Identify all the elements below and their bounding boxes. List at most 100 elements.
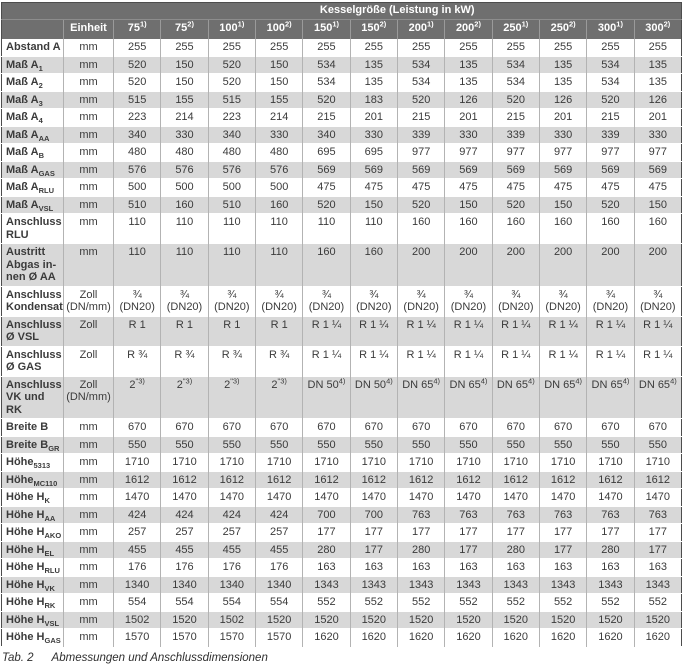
value-cell: 280 [491, 541, 540, 559]
value-cell: 554 [254, 593, 303, 611]
row-label: Abstand A [6, 41, 61, 53]
unit-cell: mm [63, 108, 114, 126]
table-row: Anschluss Kondensat Zoll (DN/mm) ¾ (DN20) ¾ (DN… [1, 286, 682, 316]
value-cell: 126 [633, 91, 682, 109]
row-label: Anschluss RLU [6, 216, 62, 241]
value-cell: 670 [396, 418, 445, 436]
value-cell: 1502 [112, 611, 161, 629]
value-cell: 554 [112, 593, 161, 611]
table-row: Austritt Abgas in-nen Ø AA mm 110 110 110 110 1… [1, 243, 682, 286]
value-cell: 255 [444, 39, 493, 56]
value-cell: ¾ (DN20) [349, 286, 398, 316]
value-cell: 200 [444, 243, 493, 286]
value-cell: 1620 [444, 628, 493, 646]
value-cell: 670 [538, 418, 587, 436]
value-cell: R 1 ¼ [302, 346, 351, 376]
table-row: Maß AGAS mm 576 576 576 576 569 569 569 569 569 569… [1, 161, 682, 179]
value-cell: 1343 [538, 576, 587, 594]
unit-cell: mm [63, 56, 114, 74]
row-label: Maß A2 [6, 76, 43, 91]
value-cell: 424 [207, 506, 256, 524]
value-cell: 534 [396, 73, 445, 91]
value-cell: 475 [302, 178, 351, 196]
value-cell: 2"3) [112, 376, 161, 419]
value-cell: 569 [491, 161, 540, 179]
value-cell: 160 [633, 213, 682, 244]
value-cell: 480 [160, 143, 209, 161]
column-header-size: 752) [160, 19, 209, 39]
value-cell: 763 [444, 506, 493, 524]
value-cell: ¾ (DN20) [633, 286, 682, 316]
row-label: Maß AAA [6, 128, 50, 143]
value-cell: 552 [538, 593, 587, 611]
value-cell: 520 [396, 196, 445, 214]
value-cell: 177 [396, 523, 445, 541]
value-cell: 1520 [160, 611, 209, 629]
value-cell: 160 [160, 196, 209, 214]
column-header-size: 2002) [444, 19, 493, 39]
table-row: Anschluss RLU mm 110 110 110 110 110 110 160 160 16… [1, 213, 682, 244]
value-cell: 1570 [254, 628, 303, 646]
value-cell: 215 [586, 108, 635, 126]
value-cell: 1620 [538, 628, 587, 646]
value-cell: 475 [491, 178, 540, 196]
value-cell: 552 [491, 593, 540, 611]
value-cell: 176 [254, 558, 303, 576]
value-cell: 200 [491, 243, 540, 286]
table-row: HöheMC110 mm 1612 1612 1612 1612 1612 1612 1612 1… [1, 471, 682, 489]
value-cell: 1570 [160, 628, 209, 646]
column-header-size: 2501) [491, 19, 540, 39]
row-label: Höhe HEL [6, 543, 55, 558]
value-cell: 569 [302, 161, 351, 179]
value-cell: 200 [633, 243, 682, 286]
value-cell: DN 654) [633, 376, 682, 419]
value-cell: R 1 ¼ [633, 316, 682, 346]
value-cell: 177 [349, 541, 398, 559]
value-cell: 520 [207, 56, 256, 74]
value-cell: 110 [112, 243, 161, 286]
value-cell: 480 [207, 143, 256, 161]
table-row: Maß A2 mm 520 150 520 150 534 135 534 135 534 135 53… [1, 73, 682, 91]
value-cell: 552 [633, 593, 682, 611]
value-cell: R 1 ¼ [491, 316, 540, 346]
value-cell: 257 [207, 523, 256, 541]
column-header-size: 2502) [538, 19, 587, 39]
value-cell: 200 [538, 243, 587, 286]
row-label: Höhe HGAS [6, 631, 61, 646]
unit-cell: mm [63, 558, 114, 576]
value-cell: 163 [491, 558, 540, 576]
row-label: Höhe HRLU [6, 561, 60, 576]
value-cell: 1470 [112, 488, 161, 506]
value-cell: R 1 ¼ [396, 346, 445, 376]
value-cell: 1343 [491, 576, 540, 594]
value-cell: 201 [538, 108, 587, 126]
value-cell: 163 [349, 558, 398, 576]
column-header-size: 1002) [254, 19, 303, 39]
value-cell: 510 [112, 196, 161, 214]
unit-cell: mm [63, 418, 114, 436]
value-cell: 160 [538, 213, 587, 244]
value-cell: 155 [160, 91, 209, 109]
value-cell: 330 [444, 126, 493, 144]
value-cell: R 1 [254, 316, 303, 346]
value-cell: 177 [586, 523, 635, 541]
value-cell: 150 [254, 73, 303, 91]
value-cell: ¾ (DN20) [491, 286, 540, 316]
value-cell: 520 [207, 73, 256, 91]
value-cell: R 1 ¼ [302, 316, 351, 346]
value-cell: 569 [633, 161, 682, 179]
value-cell: 670 [302, 418, 351, 436]
value-cell: 670 [444, 418, 493, 436]
value-cell: 2"3) [254, 376, 303, 419]
value-cell: 424 [254, 506, 303, 524]
value-cell: 977 [396, 143, 445, 161]
value-cell: 255 [207, 39, 256, 56]
row-label: Höhe HK [6, 491, 50, 506]
value-cell: 1520 [302, 611, 351, 629]
value-cell: 201 [349, 108, 398, 126]
value-cell: 670 [491, 418, 540, 436]
value-cell: 135 [633, 73, 682, 91]
